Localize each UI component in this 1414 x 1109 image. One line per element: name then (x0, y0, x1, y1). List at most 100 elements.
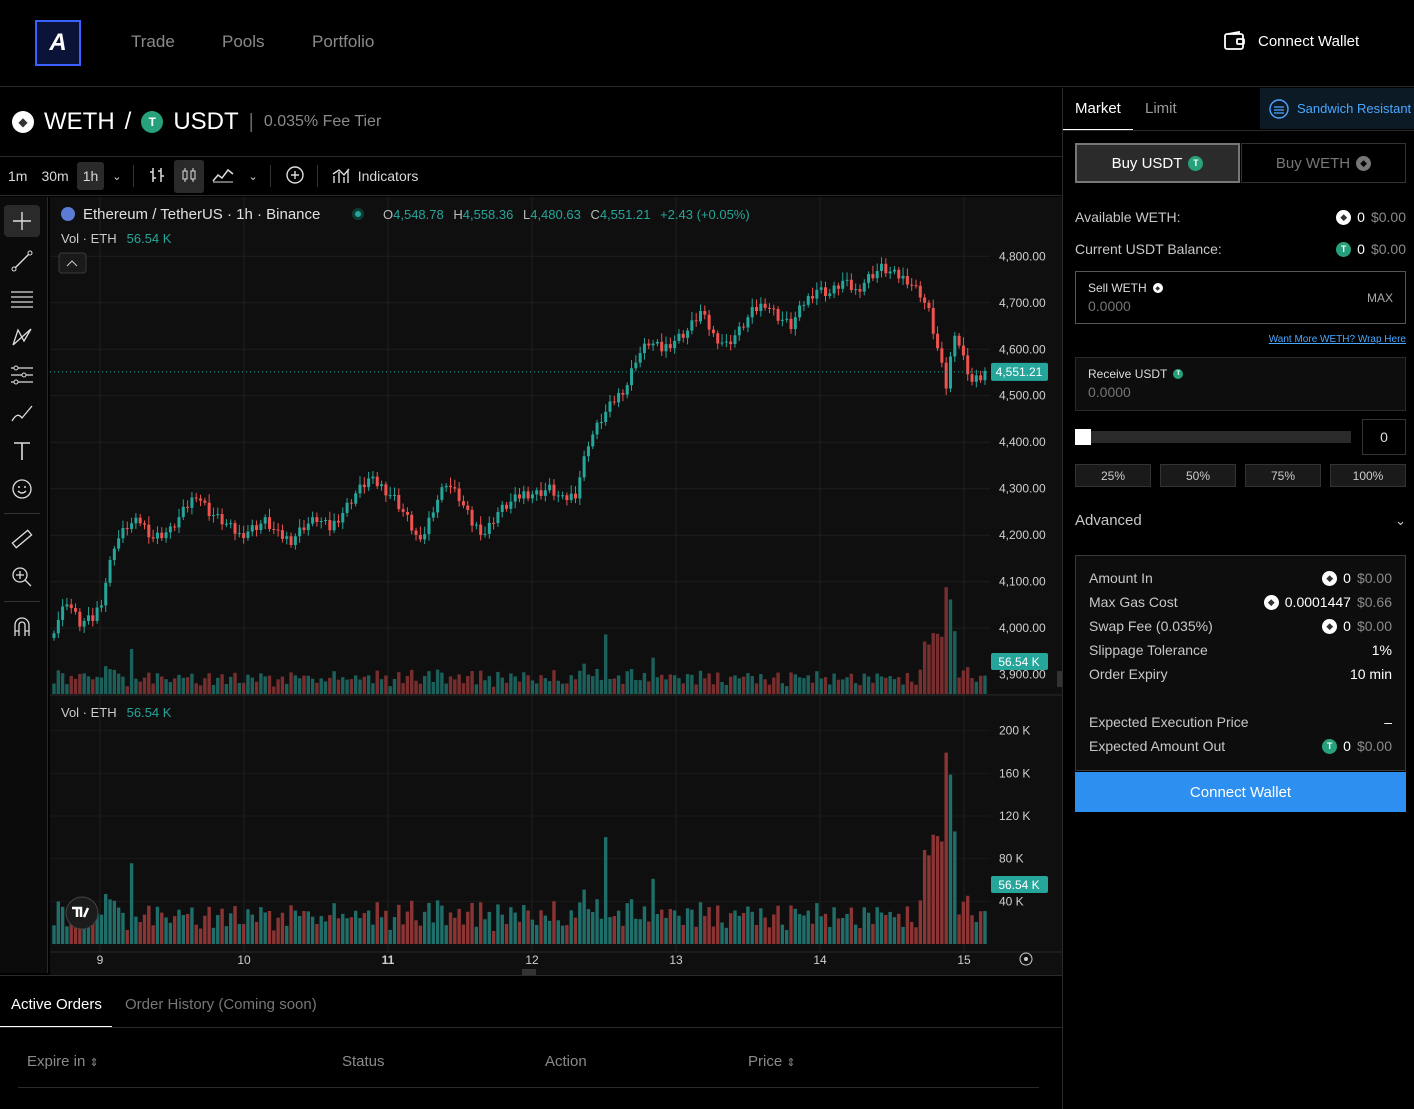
tradingview-logo[interactable] (65, 896, 99, 930)
volume-bar (435, 900, 440, 944)
crosshair-icon[interactable] (4, 205, 40, 237)
volume-bar (591, 911, 595, 944)
bar-chart-style-icon[interactable] (142, 160, 172, 193)
volume-overlay-bar (685, 674, 690, 694)
sell-amount-input[interactable] (1088, 298, 1328, 314)
candle-body (177, 517, 181, 528)
volume-bar (754, 925, 759, 944)
area-chart-style-icon[interactable] (206, 161, 240, 192)
volume-overlay-bar (259, 673, 263, 694)
time-axis[interactable]: 9 10 11 12 13 14 15 (97, 953, 971, 967)
tab-limit[interactable]: Limit (1145, 100, 1177, 117)
detail-label: Slippage Tolerance (1089, 642, 1208, 658)
volume-overlay-bar (823, 677, 828, 694)
interval-1h[interactable]: 1h (76, 162, 105, 190)
candle-body (362, 484, 366, 488)
volume-bar (909, 921, 914, 944)
candle-body (285, 536, 289, 539)
price-axis[interactable]: 4,800.00 4,700.00 4,600.00 4,500.00 4,400.00… (999, 249, 1046, 681)
volume-bar (297, 915, 302, 944)
magnet-icon[interactable] (4, 611, 40, 643)
candle-body (699, 311, 702, 322)
sell-weth-field[interactable]: Sell WETH ◆ MAX (1075, 271, 1406, 324)
interval-30m[interactable]: 30m (41, 168, 69, 184)
candle-body (401, 509, 405, 512)
candle-body (888, 271, 892, 274)
candle-chart-style-icon[interactable] (174, 159, 205, 193)
fib-retracement-icon[interactable] (4, 283, 40, 315)
collapse-legend-button[interactable] (58, 252, 87, 274)
zoom-in-icon[interactable] (4, 561, 40, 593)
volume-bar (147, 905, 151, 944)
candle-body (755, 306, 759, 312)
brush-icon[interactable] (4, 397, 40, 429)
buy-weth-button[interactable]: Buy WETH ◆ (1241, 143, 1406, 183)
percent-75-button[interactable]: 75% (1245, 464, 1321, 487)
candle-body (345, 502, 349, 513)
volume-bar (461, 924, 466, 944)
forecast-tool-icon[interactable] (4, 359, 40, 391)
ruler-icon[interactable] (4, 523, 40, 555)
volume-bar (849, 907, 854, 944)
volume-overlay-bar (819, 678, 823, 694)
candle-body (388, 495, 392, 497)
volume-bar (99, 914, 104, 944)
receive-usdt-field[interactable]: Receive USDT T (1075, 357, 1406, 411)
percent-100-button[interactable]: 100% (1330, 464, 1406, 487)
volume-overlay-bar (785, 686, 789, 694)
candle-body (944, 362, 948, 389)
volume-overlay-bar (121, 676, 125, 694)
interval-1m[interactable]: 1m (8, 168, 28, 184)
title-divider: | (248, 110, 254, 133)
buy-usdt-button[interactable]: Buy USDT T (1075, 143, 1240, 183)
resize-handle-icon[interactable] (522, 969, 536, 975)
volume-bar (129, 863, 134, 944)
connect-wallet-button[interactable]: Connect Wallet (1075, 772, 1406, 812)
volume-bar (677, 915, 681, 944)
volume-legend-label: Vol · ETH (61, 231, 117, 246)
compare-plus-icon[interactable] (279, 159, 311, 194)
pattern-tool-icon[interactable] (4, 321, 40, 353)
nav-trade[interactable]: Trade (131, 32, 175, 51)
volume-overlay-bar (181, 677, 185, 694)
nav-portfolio[interactable]: Portfolio (312, 32, 375, 51)
volume-axis[interactable]: 200 K 160 K 120 K 80 K 40 K (999, 724, 1030, 909)
percent-25-button[interactable]: 25% (1075, 464, 1151, 487)
tab-order-history[interactable]: Order History (Coming soon) (125, 996, 317, 1013)
volume-bar (224, 926, 229, 944)
slider-value-box[interactable]: 0 (1362, 419, 1406, 455)
chart-style-chevron-down-icon[interactable]: ⌄ (248, 170, 258, 183)
volume-bar (422, 911, 427, 944)
volume-overlay-bar (522, 672, 526, 694)
amount-slider-track[interactable] (1075, 431, 1351, 443)
tab-market[interactable]: Market (1075, 100, 1121, 117)
text-tool-icon[interactable] (4, 435, 40, 467)
weth-icon: ◆ (1322, 618, 1338, 634)
percent-50-button[interactable]: 50% (1160, 464, 1236, 487)
indicators-button[interactable]: Indicators (326, 161, 425, 191)
advanced-toggle[interactable]: Advanced ⌄ (1075, 512, 1406, 529)
trend-line-icon[interactable] (4, 245, 40, 277)
chart-settings-icon[interactable] (1019, 952, 1033, 966)
receive-amount-input[interactable] (1088, 384, 1328, 400)
volume-overlay-bar (759, 674, 763, 694)
col-expire-in[interactable]: Expire in ⇕ (27, 1053, 99, 1070)
tab-active-orders[interactable]: Active Orders (11, 996, 102, 1013)
candle-body (798, 305, 802, 318)
axis-resize-handle[interactable] (1057, 671, 1062, 687)
emoji-icon[interactable] (4, 473, 40, 505)
amount-slider-handle[interactable] (1075, 429, 1091, 445)
price-chart[interactable]: 4,800.00 4,700.00 4,600.00 4,500.00 4,400.00… (50, 197, 1062, 975)
app-logo[interactable]: A (35, 20, 81, 66)
sandwich-resistant-badge[interactable]: Sandwich Resistant (1260, 88, 1414, 129)
settings-gear-ring (1019, 952, 1033, 966)
max-button[interactable]: MAX (1366, 291, 1393, 305)
col-price[interactable]: Price ⇕ (748, 1053, 796, 1070)
wrap-weth-link[interactable]: Want More WETH? Wrap Here (1268, 334, 1406, 345)
nav-pools[interactable]: Pools (222, 32, 265, 51)
volume-bar (845, 913, 849, 944)
volume-overlay-bar (211, 684, 216, 694)
interval-chevron-down-icon[interactable]: ⌄ (112, 170, 122, 183)
usdt-icon: T (1188, 155, 1204, 171)
header-connect-wallet-button[interactable]: Connect Wallet (1224, 31, 1359, 51)
